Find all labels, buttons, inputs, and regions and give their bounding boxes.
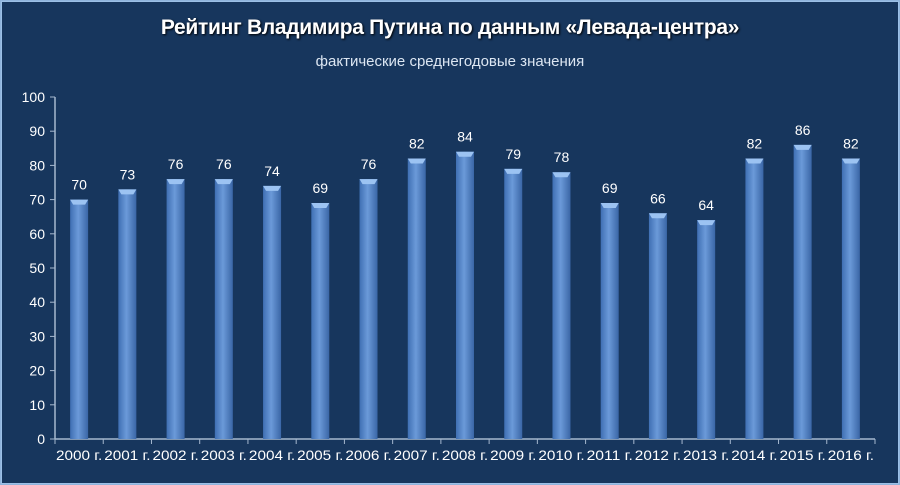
x-tick-label: 2003 г. <box>201 447 247 463</box>
y-tick-label: 50 <box>29 260 45 276</box>
bar-cap <box>745 158 764 164</box>
x-tick-label: 2013 г. <box>683 447 729 463</box>
data-label: 78 <box>554 149 570 165</box>
x-tick-label: 2014 г. <box>731 447 777 463</box>
bar <box>600 203 619 439</box>
bar-cap <box>841 158 860 164</box>
bar <box>793 144 812 439</box>
bar-cap <box>118 189 137 195</box>
y-tick-label: 100 <box>22 89 46 105</box>
bar-cap <box>697 220 716 226</box>
data-label: 76 <box>361 156 377 172</box>
y-tick-label: 40 <box>29 294 45 310</box>
bar-cap <box>504 168 523 174</box>
bar <box>263 185 282 439</box>
x-tick-label: 2009 г. <box>490 447 536 463</box>
bar <box>166 179 185 439</box>
bar-cap <box>214 179 233 185</box>
bar <box>745 158 764 439</box>
x-tick-label: 2002 г. <box>152 447 198 463</box>
x-tick-label: 2001 г. <box>104 447 150 463</box>
x-tick-label: 2015 г. <box>780 447 826 463</box>
x-tick-label: 2004 г. <box>249 447 295 463</box>
data-label: 82 <box>747 136 763 152</box>
bar <box>456 151 474 439</box>
chart-title: Рейтинг Владимира Путина по данным «Лева… <box>160 16 740 39</box>
x-tick-label: 2011 г. <box>587 447 633 463</box>
x-tick-label: 2007 г. <box>394 447 440 463</box>
data-label: 70 <box>71 177 87 193</box>
y-tick-label: 60 <box>29 226 45 242</box>
bar-cap <box>552 172 571 178</box>
bar-cap <box>311 203 330 209</box>
bar-cap <box>359 179 378 185</box>
bar <box>214 179 233 439</box>
bar-cap <box>70 199 89 205</box>
y-tick-label: 80 <box>29 157 45 173</box>
data-label: 76 <box>216 156 232 172</box>
bar-cap <box>263 185 282 191</box>
data-label: 86 <box>795 122 811 138</box>
data-label: 64 <box>698 197 714 213</box>
x-tick-label: 2016 г. <box>828 447 874 463</box>
x-tick-label: 2006 г. <box>345 447 391 463</box>
data-label: 66 <box>650 190 666 206</box>
bar <box>552 172 571 440</box>
data-label: 79 <box>505 146 521 162</box>
bar <box>359 179 378 439</box>
x-tick-label: 2005 г. <box>297 447 343 463</box>
bar-cap <box>407 158 426 164</box>
data-label: 74 <box>264 163 280 179</box>
bar <box>407 158 426 439</box>
y-tick-label: 90 <box>29 123 45 139</box>
x-tick-label: 2010 г. <box>538 447 584 463</box>
y-tick-label: 0 <box>37 431 45 447</box>
data-label: 82 <box>409 136 425 152</box>
x-tick-label: 2000 г. <box>56 447 102 463</box>
x-tick-label: 2008 г. <box>442 447 488 463</box>
data-label: 69 <box>313 180 329 196</box>
bar-cap <box>648 213 667 219</box>
bar-cap <box>600 203 619 209</box>
bar-cap <box>166 179 185 185</box>
data-label: 73 <box>120 166 136 182</box>
bar <box>70 199 89 439</box>
data-label: 76 <box>168 156 184 172</box>
chart-subtitle: фактические среднегодовые значения <box>315 53 585 70</box>
y-tick-label: 10 <box>29 397 45 413</box>
bar <box>841 158 860 439</box>
bar <box>311 203 330 439</box>
data-label: 84 <box>457 129 473 145</box>
y-tick-label: 20 <box>29 363 45 379</box>
bar <box>504 168 523 439</box>
x-tick-label: 2012 г. <box>635 447 681 463</box>
bar <box>697 220 716 439</box>
data-label: 82 <box>843 136 859 152</box>
bar <box>118 189 137 439</box>
bar <box>648 213 667 439</box>
data-label: 69 <box>602 180 618 196</box>
bar-cap <box>456 151 474 157</box>
bar-cap <box>793 144 812 150</box>
y-tick-label: 30 <box>29 328 45 344</box>
y-tick-label: 70 <box>29 192 45 208</box>
